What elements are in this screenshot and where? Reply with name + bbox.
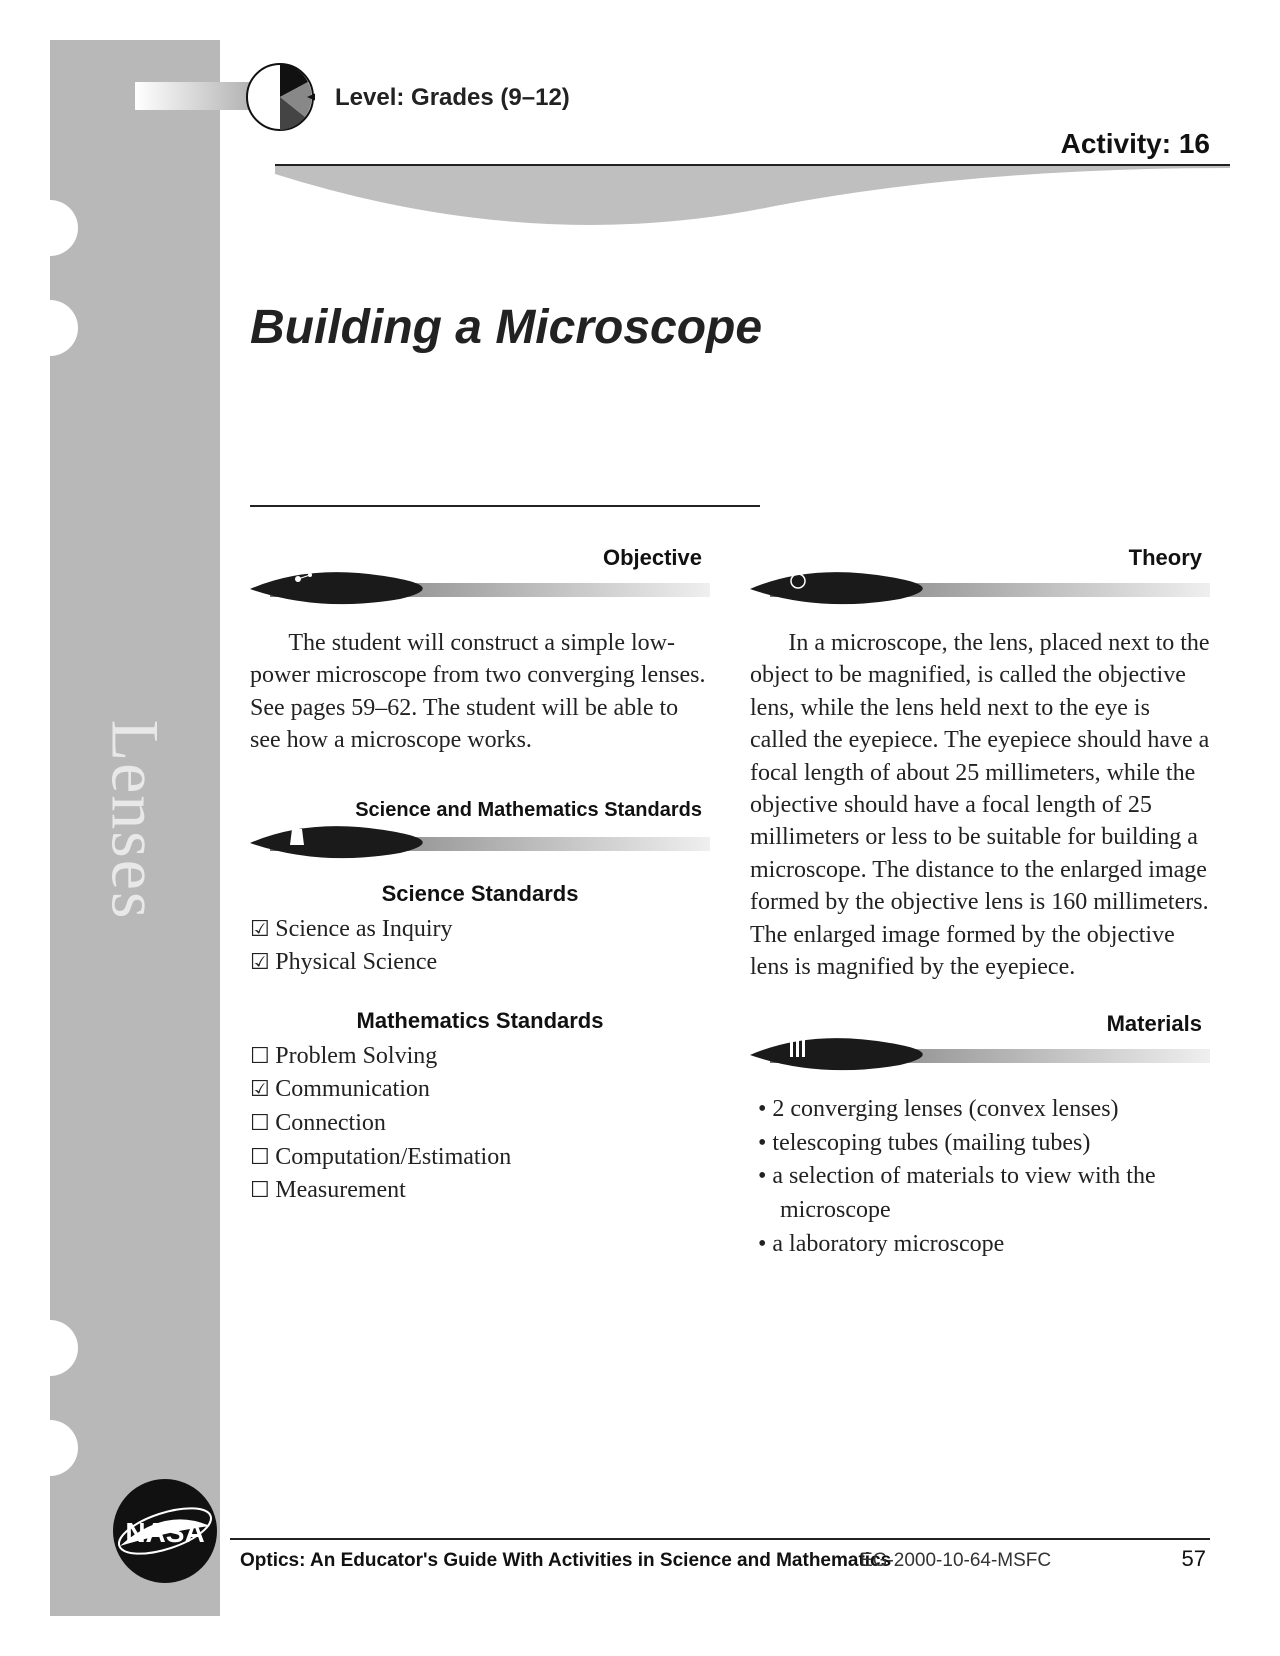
nasa-logo-icon: NASA [110,1476,220,1586]
banner-swoosh-icon [250,569,710,605]
science-standards-list: Science as InquiryPhysical Science [250,913,710,980]
header-swoosh [275,166,1230,286]
sidebar-label: Lenses [96,720,175,921]
right-column: Theory In a microscope, the lens, placed… [750,547,1210,1261]
materials-item: telescoping tubes (mailing tubes) [758,1127,1210,1161]
sidebar-notch [22,1420,78,1476]
content: Building a Microscope Objective The stud… [250,300,1210,1261]
sidebar-notch [22,1320,78,1376]
standards-item: Science as Inquiry [250,913,710,947]
theory-text: In a microscope, the lens, placed next t… [750,627,1210,983]
header: Level: Grades (9–12) Activity: 16 [135,60,1230,160]
section-heading: Objective [603,545,702,571]
theory-banner: Theory [750,547,1210,603]
left-column: Objective The student will construct a s… [250,547,710,1261]
footer: NASA Optics: An Educator's Guide With Ac… [50,1506,1230,1596]
materials-banner: Materials [750,1013,1210,1069]
page-title: Building a Microscope [250,300,1210,355]
sidebar: Lenses [50,40,220,1616]
footer-rule [230,1538,1210,1540]
footer-title: Optics: An Educator's Guide With Activit… [240,1550,891,1572]
header-gradient [135,82,255,110]
section-heading: Science and Mathematics Standards [355,799,702,822]
standards-item: Computation/Estimation [250,1141,710,1175]
section-heading: Materials [1107,1011,1202,1037]
standards-item: Physical Science [250,946,710,980]
materials-list: 2 converging lenses (convex lenses)teles… [750,1093,1210,1261]
banner-swoosh-icon [250,823,710,859]
activity-label: Activity: 16 [1061,128,1210,160]
sidebar-notch [22,300,78,356]
banner-swoosh-icon [750,569,1210,605]
section-heading: Theory [1129,545,1202,571]
objective-banner: Objective [250,547,710,603]
standards-banner: Science and Mathematics Standards [250,801,710,857]
materials-item: a laboratory microscope [758,1228,1210,1262]
materials-item: 2 converging lenses (convex lenses) [758,1093,1210,1127]
footer-page-number: 57 [1182,1546,1206,1572]
standards-item: Communication [250,1073,710,1107]
standards-item: Connection [250,1107,710,1141]
pie-logo-icon [245,62,315,132]
columns: Objective The student will construct a s… [250,547,1210,1261]
math-standards-list: Problem SolvingCommunicationConnectionCo… [250,1040,710,1208]
footer-code: EG-2000-10-64-MSFC [860,1550,1051,1572]
level-label: Level: Grades (9–12) [335,84,570,112]
title-divider [250,505,760,507]
science-standards-heading: Science Standards [250,881,710,907]
standards-item: Measurement [250,1174,710,1208]
math-standards-heading: Mathematics Standards [250,1008,710,1034]
objective-text: The student will construct a simple low-… [250,627,710,757]
materials-item: a selection of materials to view with th… [758,1160,1210,1227]
banner-swoosh-icon [750,1035,1210,1071]
standards-item: Problem Solving [250,1040,710,1074]
sidebar-notch [22,200,78,256]
page: Lenses Level: Grades (9–12) Activity: 16… [50,40,1230,1616]
